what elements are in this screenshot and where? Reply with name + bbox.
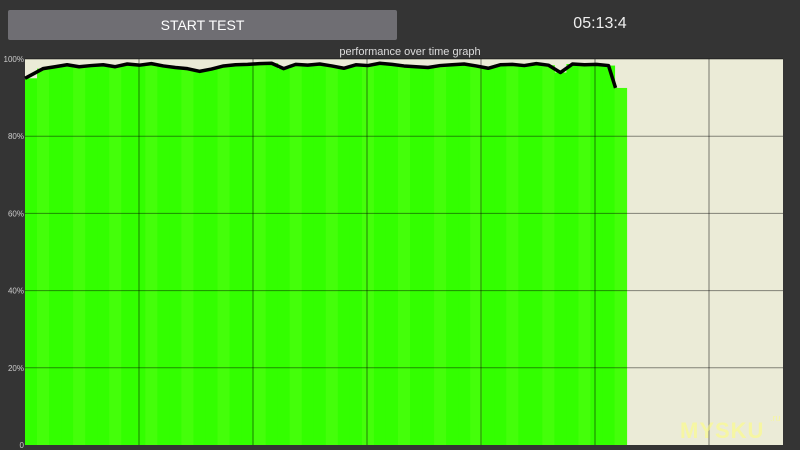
- y-tick-label: 20%: [8, 364, 24, 373]
- data-bar: [85, 65, 98, 445]
- data-bar: [325, 65, 339, 445]
- data-bar: [349, 64, 363, 445]
- y-tick-label: 40%: [8, 287, 24, 296]
- data-bar: [253, 63, 267, 446]
- data-bar: [133, 65, 146, 446]
- watermark-suffix: .ru: [770, 413, 781, 423]
- data-bar: [482, 68, 495, 445]
- data-bar: [121, 64, 134, 445]
- data-bar: [518, 65, 531, 445]
- data-bar: [193, 71, 206, 446]
- y-tick-label: 0: [20, 441, 25, 450]
- data-bar: [313, 64, 327, 445]
- data-bar: [361, 65, 375, 445]
- start-test-button[interactable]: START TEST: [8, 10, 397, 40]
- data-bar: [37, 68, 50, 446]
- data-bar: [277, 68, 291, 446]
- data-bar: [458, 64, 471, 445]
- data-bar: [494, 64, 507, 445]
- data-bar: [265, 63, 279, 445]
- data-bar: [542, 65, 555, 446]
- data-bar: [530, 63, 543, 446]
- data-bar: [578, 64, 591, 445]
- data-bar: [145, 63, 158, 446]
- data-bar: [373, 63, 387, 445]
- elapsed-timer: 05:13:4: [573, 15, 627, 32]
- data-bar: [614, 87, 628, 445]
- data-bar: [590, 64, 604, 446]
- data-bar: [229, 64, 243, 445]
- data-bar: [61, 64, 74, 445]
- data-bar: [397, 65, 411, 445]
- data-bar: [470, 65, 483, 445]
- data-bar: [49, 66, 62, 445]
- data-bar: [25, 78, 38, 446]
- y-tick-label: 80%: [8, 132, 24, 141]
- graph-title: performance over time graph: [339, 46, 481, 58]
- data-bar: [446, 64, 459, 445]
- data-bar: [217, 65, 231, 445]
- data-bar: [301, 65, 315, 446]
- data-bar: [289, 64, 303, 446]
- watermark-logo: MYSKU: [680, 418, 765, 443]
- data-bar: [241, 64, 255, 446]
- data-bar: [205, 69, 219, 445]
- data-bar: [434, 65, 447, 445]
- data-bar: [410, 66, 423, 445]
- data-bar: [337, 68, 351, 445]
- data-bar: [566, 64, 579, 445]
- data-bar: [602, 65, 616, 445]
- data-bar: [385, 64, 399, 446]
- data-bar: [73, 66, 86, 445]
- data-bar: [554, 72, 567, 445]
- data-bar: [97, 64, 110, 445]
- data-bar: [506, 64, 519, 446]
- y-tick-label: 60%: [8, 209, 24, 218]
- data-bar: [109, 66, 122, 445]
- data-bar: [422, 67, 435, 445]
- data-bar: [157, 65, 170, 445]
- performance-line: [24, 61, 618, 89]
- y-tick-label: 100%: [4, 55, 24, 64]
- data-bar: [169, 67, 182, 445]
- data-bar: [181, 68, 194, 446]
